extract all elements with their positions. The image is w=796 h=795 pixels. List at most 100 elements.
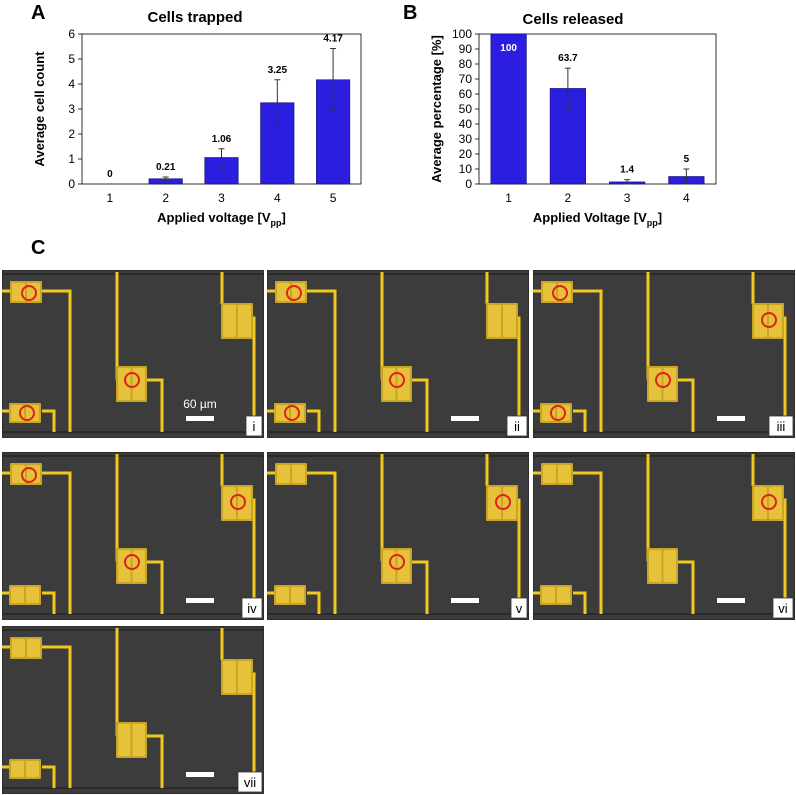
scale-bar — [451, 598, 479, 603]
electrode-half — [558, 283, 571, 301]
micrograph-image: ii — [267, 270, 529, 438]
electrode-pad-top-right — [221, 485, 253, 521]
electrode-pad-top-right — [221, 659, 253, 695]
y-tick-label: 50 — [459, 102, 473, 116]
micrograph-iii: iii — [533, 270, 795, 438]
y-tick-label: 30 — [459, 132, 473, 146]
x-tick-label: 1 — [107, 191, 114, 205]
electrode-trace — [573, 289, 603, 432]
electrode-half — [132, 724, 145, 756]
electrode-half — [663, 550, 676, 582]
chart-cells-trapped: Cells trapped 0 1 2 3 4 5 6 Average cell count 0 1… — [32, 9, 362, 228]
x-tick-label: 5 — [330, 191, 337, 205]
scale-bar-label: 60 µm — [183, 397, 217, 411]
trapped-cell-marker — [21, 285, 37, 301]
data-label: 0.21 — [156, 162, 176, 173]
electrode-pad-top-left — [541, 463, 573, 485]
electrode-trace — [573, 409, 587, 432]
electrode-trace — [145, 378, 164, 432]
data-label: 4.17 — [323, 34, 343, 45]
electrode-half — [223, 661, 236, 693]
electrode-trace — [42, 591, 56, 614]
electrode-half — [292, 283, 305, 301]
trapped-cell-marker — [495, 494, 511, 510]
electrode-pad-middle — [116, 366, 147, 402]
y-tick-label: 6 — [68, 27, 75, 41]
electrode-half — [292, 465, 305, 483]
y-tick-label: 5 — [68, 52, 75, 66]
electrode-pad-middle — [381, 366, 412, 402]
electrode-half — [12, 465, 25, 483]
electrode-half — [488, 305, 501, 337]
electrode-half — [503, 305, 516, 337]
trapped-cell-marker — [389, 554, 405, 570]
electrode-pad-middle — [116, 722, 147, 758]
electrode-half — [27, 639, 40, 657]
subpanel-label: ii — [514, 419, 520, 434]
chart-title: Cells trapped — [147, 9, 242, 26]
micrograph-image: iii — [533, 270, 795, 438]
electrode-half — [238, 305, 251, 337]
y-tick-label: 60 — [459, 87, 473, 101]
y-tick-label: 100 — [452, 27, 472, 41]
electrode-half — [277, 283, 290, 301]
electrode-trace — [573, 591, 587, 614]
subpanel-label-box — [768, 415, 794, 437]
x-axis-label: Applied voltage [Vpp] — [157, 210, 286, 228]
electrode-half — [26, 405, 39, 421]
subpanel-label-box — [772, 597, 794, 619]
electrode-trace — [410, 560, 429, 614]
electrode-half — [26, 587, 39, 603]
scale-bar — [451, 416, 479, 421]
electrode-half — [223, 305, 236, 337]
y-axis-label: Average percentage [%] — [429, 35, 444, 183]
panel-letter-a: A — [31, 2, 46, 24]
electrode-trace — [676, 378, 695, 432]
x-tick-label: 4 — [683, 191, 690, 205]
trapped-cell-marker — [230, 494, 246, 510]
electrode-half — [488, 487, 501, 519]
y-tick-label: 20 — [459, 147, 473, 161]
panel-letter-c: C — [31, 237, 46, 259]
trapped-cell-marker — [286, 285, 302, 301]
trapped-cell-marker — [389, 372, 405, 388]
panel-letter-b: B — [403, 2, 418, 24]
electrode-half — [754, 305, 767, 337]
x-axis-label: Applied Voltage [Vpp] — [533, 210, 662, 228]
y-axis-label: Average cell count — [32, 51, 47, 167]
subpanel-label-box — [510, 597, 528, 619]
scale-bar — [717, 598, 745, 603]
electrode-half — [543, 465, 556, 483]
micrograph-image: 60 µm i — [2, 270, 264, 438]
electrode-half — [223, 487, 236, 519]
micrograph-image: vii — [2, 626, 264, 794]
electrode-pad-middle — [647, 548, 678, 584]
micrograph-iv: iv — [2, 452, 264, 620]
y-tick-label: 0 — [465, 177, 472, 191]
y-tick-label: 90 — [459, 42, 473, 56]
micrograph-image: iv — [2, 452, 264, 620]
subpanel-label: iv — [247, 601, 257, 616]
x-tick-label: 3 — [624, 191, 631, 205]
micrograph-vii: vii — [2, 626, 264, 794]
trapped-cell-marker — [19, 405, 35, 421]
y-tick-label: 3 — [68, 102, 75, 116]
electrode-half — [291, 405, 304, 421]
x-tick-label: 2 — [162, 191, 169, 205]
electrode-pad-bottom-left — [540, 585, 572, 605]
electrode-half — [27, 465, 40, 483]
subpanel-label: vi — [778, 601, 788, 616]
micrograph-v: v — [267, 452, 529, 620]
electrode-trace — [676, 560, 695, 614]
electrode-half — [12, 283, 25, 301]
electrode-pad-bottom-left — [274, 585, 306, 605]
y-tick-label: 4 — [68, 77, 75, 91]
scale-bar — [186, 416, 214, 421]
electrode-pad-top-left — [10, 637, 42, 659]
trapped-cell-marker — [124, 554, 140, 570]
electrode-pad-top-right — [221, 303, 253, 339]
electrode-trace — [42, 471, 72, 614]
trapped-cell-marker — [655, 372, 671, 388]
electrode-trace — [307, 591, 321, 614]
electrode-pad-middle — [647, 366, 678, 402]
